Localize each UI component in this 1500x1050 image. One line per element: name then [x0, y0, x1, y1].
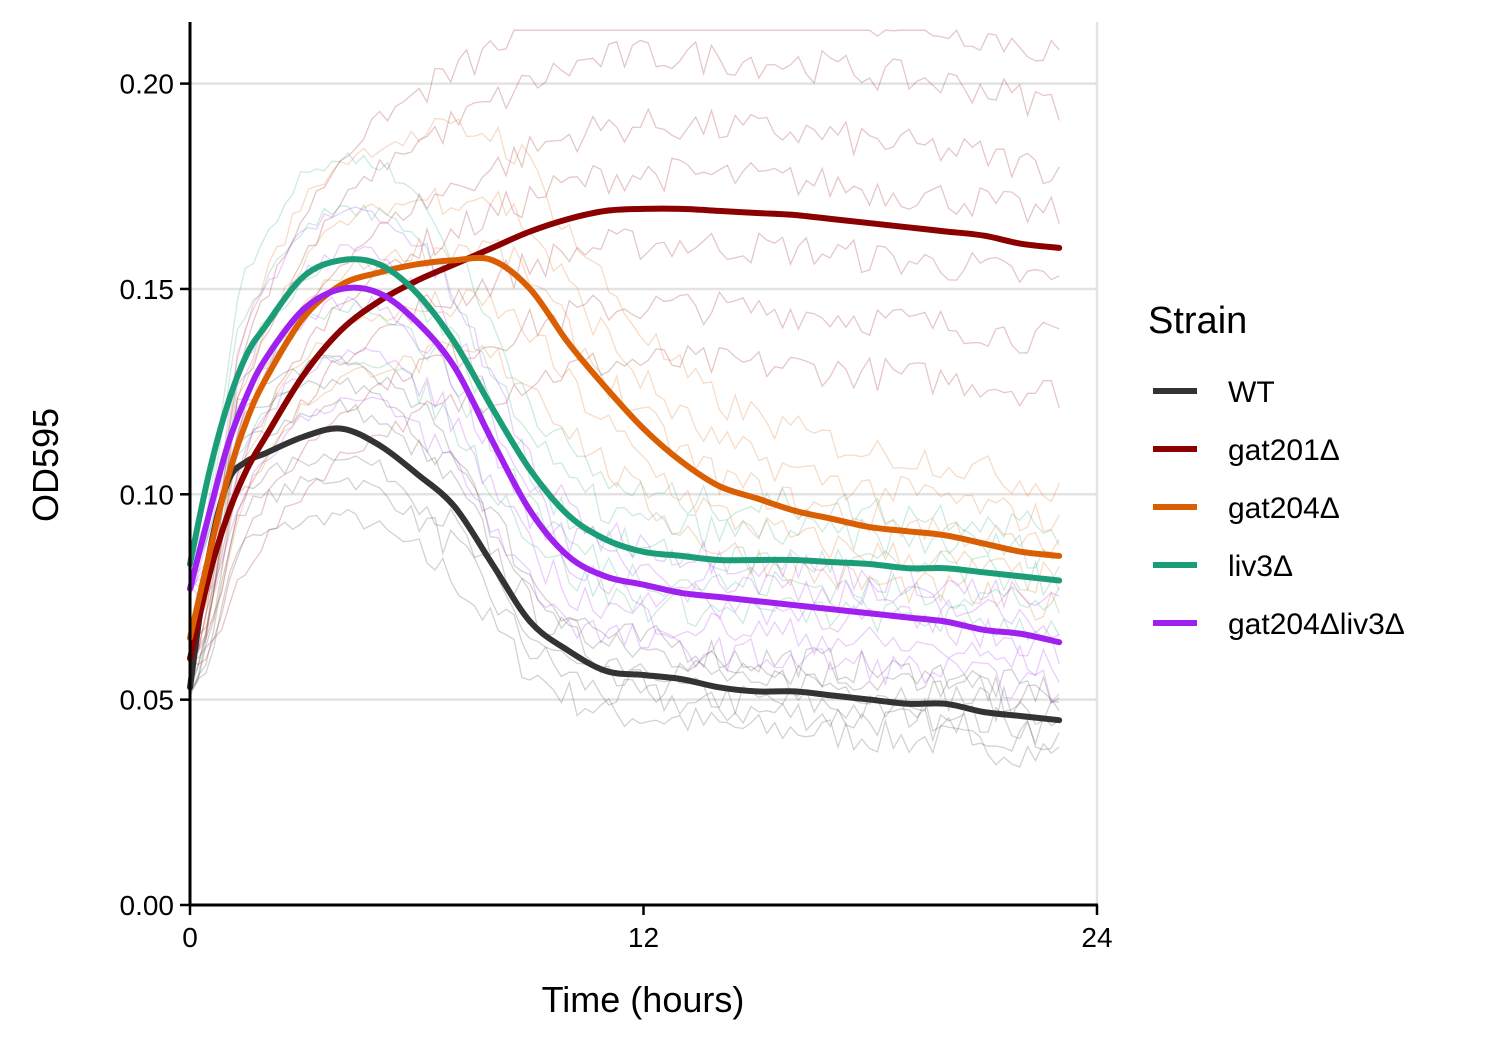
legend-label: gat204Δ	[1228, 492, 1340, 525]
x-tick-label: 24	[1081, 922, 1112, 953]
replicate-trace	[189, 453, 1060, 746]
replicate-trace	[189, 396, 1060, 704]
y-tick-label: 0.15	[120, 274, 175, 305]
replicate-trace	[189, 300, 1060, 612]
replicate-trace	[189, 107, 1060, 654]
legend-label: gat204Δliv3Δ	[1228, 608, 1405, 641]
replicate-trace	[189, 152, 1060, 562]
replicate-trace	[189, 290, 1060, 661]
y-tick-label: 0.20	[120, 69, 175, 100]
replicate-trace	[189, 346, 1060, 683]
replicate-trace	[189, 344, 1060, 666]
y-tick-label: 0.00	[120, 890, 175, 921]
series-line	[187, 284, 1063, 646]
replicate-trace	[189, 29, 1060, 662]
replicate-trace	[189, 117, 1060, 632]
replicate-trace	[189, 508, 1060, 768]
series-line	[187, 254, 1063, 641]
replicate-trace	[189, 203, 1060, 569]
legend-label: gat201Δ	[1228, 434, 1340, 467]
replicate-trace	[189, 39, 1060, 658]
replicate-trace	[189, 244, 1060, 639]
replicate-trace	[189, 187, 1060, 646]
series-line	[187, 256, 1063, 584]
replicate-trace	[189, 228, 1060, 652]
axes	[180, 22, 1099, 915]
y-axis-title: OD595	[25, 408, 66, 522]
replicate-trace	[189, 376, 1060, 712]
tick-labels: 0.00 0.05 0.10 0.15 0.20 0 12 24	[120, 69, 1113, 953]
x-axis-title: Time (hours)	[542, 979, 745, 1020]
legend-title: Strain	[1148, 300, 1247, 342]
series-lines	[187, 205, 1063, 724]
y-gridlines	[190, 22, 1099, 905]
replicate-trace	[189, 475, 1060, 752]
series-line	[187, 425, 1063, 724]
replicate-traces	[189, 29, 1060, 768]
x-tick-label: 0	[182, 922, 198, 953]
replicate-trace	[189, 341, 1060, 637]
legend-label: WT	[1228, 376, 1275, 409]
legend-label: liv3Δ	[1228, 550, 1293, 583]
replicate-trace	[189, 354, 1060, 705]
y-tick-label: 0.05	[120, 685, 175, 716]
series-line	[187, 205, 1063, 662]
x-tick-label: 12	[628, 922, 659, 953]
replicate-trace	[189, 157, 1060, 656]
y-tick-label: 0.10	[120, 479, 175, 510]
